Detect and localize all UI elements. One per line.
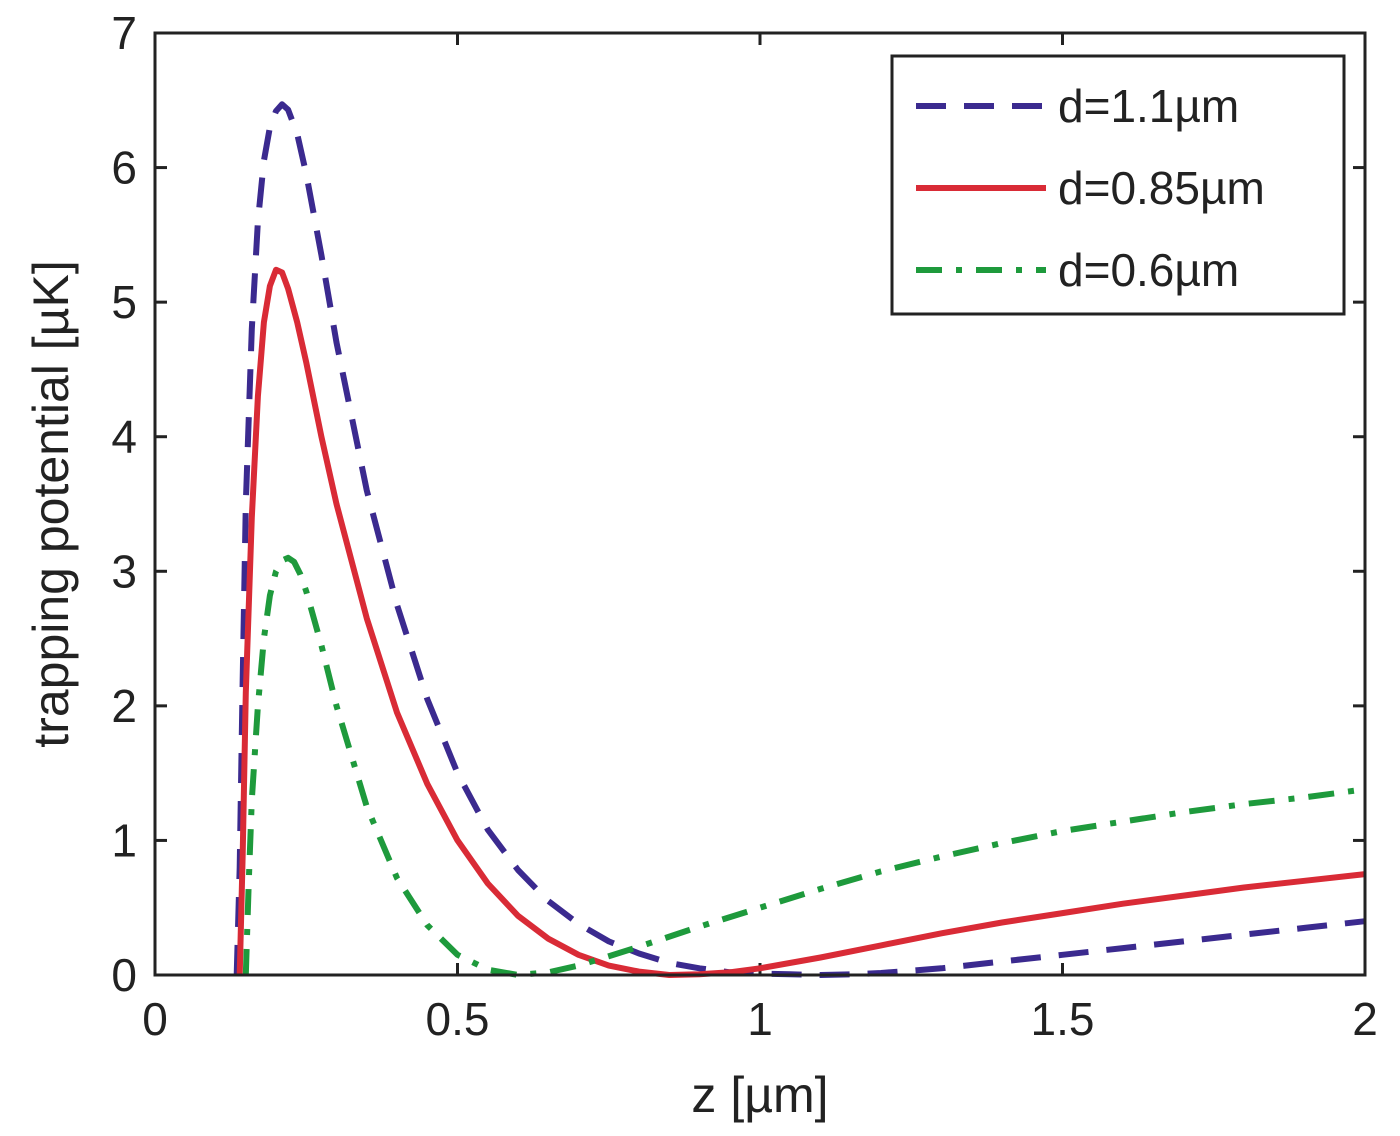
tick-labels: 0 0.5 1 1.5 2 0 1 2 3 4 5 6 7	[111, 7, 1377, 1045]
legend-label-1: d=1.1µm	[1058, 80, 1239, 132]
y-tick-label: 5	[111, 276, 137, 328]
y-axis-label: trapping potential [µK]	[23, 260, 79, 747]
series-line-3	[242, 554, 1366, 978]
y-tick-label: 1	[111, 814, 137, 866]
y-tick-label: 2	[111, 680, 137, 732]
x-tick-label: 0.5	[426, 993, 490, 1045]
y-tick-label: 6	[111, 142, 137, 194]
series-line-2	[236, 266, 1366, 978]
y-tick-label: 3	[111, 545, 137, 597]
series-layer	[233, 101, 1366, 978]
x-tick-label: 1	[747, 993, 773, 1045]
x-axis-label: z [µm]	[691, 1067, 828, 1123]
x-tick-label: 1.5	[1031, 993, 1095, 1045]
legend: d=1.1µm d=0.85µm d=0.6µm	[890, 54, 1346, 316]
plot-area-frame	[153, 31, 1367, 977]
legend-label-3: d=0.6µm	[1058, 244, 1239, 296]
y-tick-label: 7	[111, 7, 137, 59]
y-tick-label: 0	[111, 949, 137, 1001]
x-tick-label: 0	[142, 993, 168, 1045]
series-line-1	[233, 101, 1366, 978]
y-tick-label: 4	[111, 411, 137, 463]
legend-label-2: d=0.85µm	[1058, 162, 1265, 214]
x-tick-label: 2	[1352, 993, 1378, 1045]
